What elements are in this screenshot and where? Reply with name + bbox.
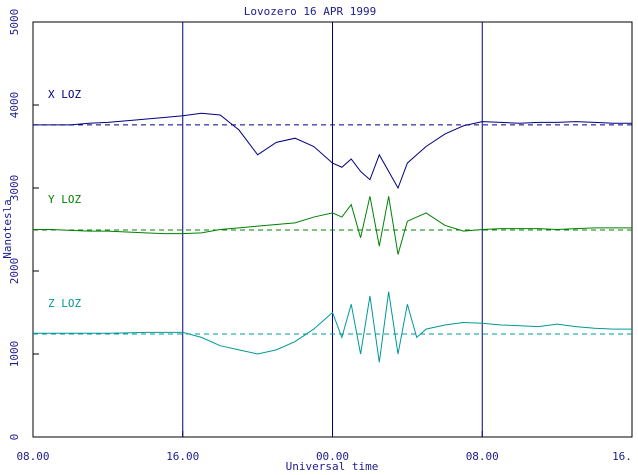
x-axis-label: Universal time: [286, 460, 379, 473]
legend-label: Y LOZ: [48, 193, 81, 206]
legend-label: X LOZ: [48, 88, 81, 101]
y-tick-label: 2000: [8, 258, 21, 285]
series-line: [33, 291, 632, 363]
y-tick-label: 4000: [8, 92, 21, 119]
series-line: [33, 112, 632, 190]
y-axis-label: Nanotesla: [1, 199, 14, 259]
series-line: [33, 196, 632, 255]
legend-label: Z LOZ: [48, 297, 81, 310]
chart-title: Lovozero 16 APR 1999: [244, 5, 376, 18]
y-tick-label: 0: [8, 434, 21, 441]
y-tick-label: 5000: [8, 9, 21, 36]
x-tick-label: 16.: [612, 450, 632, 463]
x-tick-label: 00.00: [316, 450, 349, 463]
y-tick-label: 3000: [8, 175, 21, 202]
x-tick-label: 08.00: [16, 450, 49, 463]
x-tick-label: 16.00: [166, 450, 199, 463]
y-tick-label: 1000: [8, 341, 21, 368]
x-tick-label: 08.00: [466, 450, 499, 463]
